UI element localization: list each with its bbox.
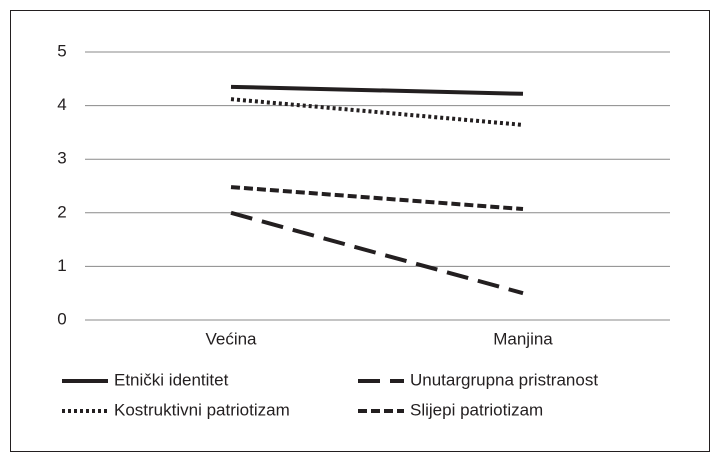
- series-line: [230, 185, 524, 212]
- legend-label: Slijepi patriotizam: [410, 400, 543, 419]
- legend-label: Etnički identitet: [114, 370, 229, 389]
- series-line: [230, 84, 524, 96]
- x-tick-label: Većina: [205, 329, 257, 348]
- legend-label: Unutargrupna pristranost: [410, 370, 598, 389]
- chart-frame: [10, 10, 710, 452]
- y-tick-label: 4: [57, 95, 66, 114]
- series-line: [230, 97, 524, 127]
- y-tick-label: 5: [57, 41, 66, 60]
- y-tick-label: 3: [57, 149, 66, 168]
- y-tick-label: 1: [57, 256, 66, 275]
- y-tick-label: 0: [57, 309, 66, 328]
- y-tick-label: 2: [57, 202, 66, 221]
- legend-label: Kostruktivni patriotizam: [114, 400, 290, 419]
- x-tick-label: Manjina: [493, 329, 553, 348]
- series-line: [230, 210, 524, 296]
